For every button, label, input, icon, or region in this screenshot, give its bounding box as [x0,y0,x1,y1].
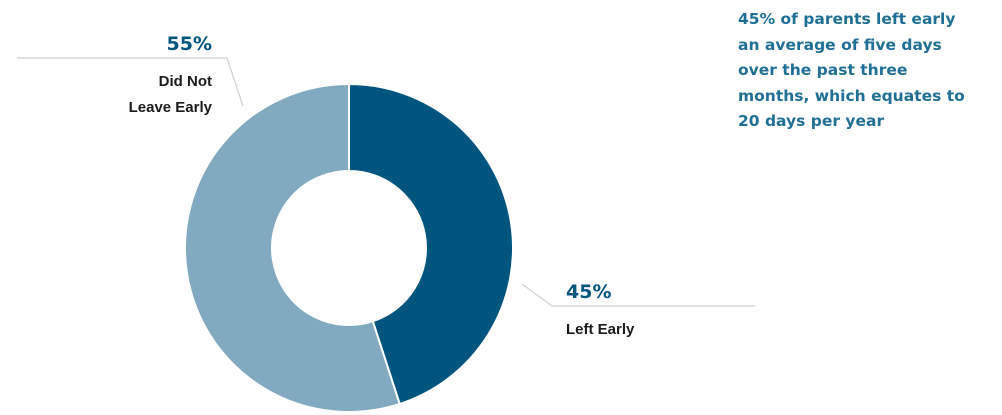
callout-line: 45% of parents left early [738,10,956,28]
leader-line-0 [521,283,755,307]
leader-lines [17,57,755,307]
donut-slices [184,82,514,413]
donut-slice-0 [348,82,514,406]
leader-line-1 [17,57,244,107]
slice-value-label-1: 55% [167,33,212,55]
callout-text: 45% of parents left early an average of … [738,7,1000,135]
callout-line: over the past three [738,61,908,79]
donut-slice-1 [184,82,401,413]
callout-line: 20 days per year [738,112,885,130]
slice-labels: 45% Left Early 55% Did Not Leave Early [129,33,635,338]
callout-line: months, which equates to [738,86,965,105]
callout-line: an average of five days [738,35,942,54]
slice-name-label-0-0: Left Early [566,321,635,338]
slice-name-label-1-1: Leave Early [129,99,213,116]
slice-name-label-1-0: Did Not [159,73,212,90]
slice-value-label-0: 45% [566,281,611,303]
